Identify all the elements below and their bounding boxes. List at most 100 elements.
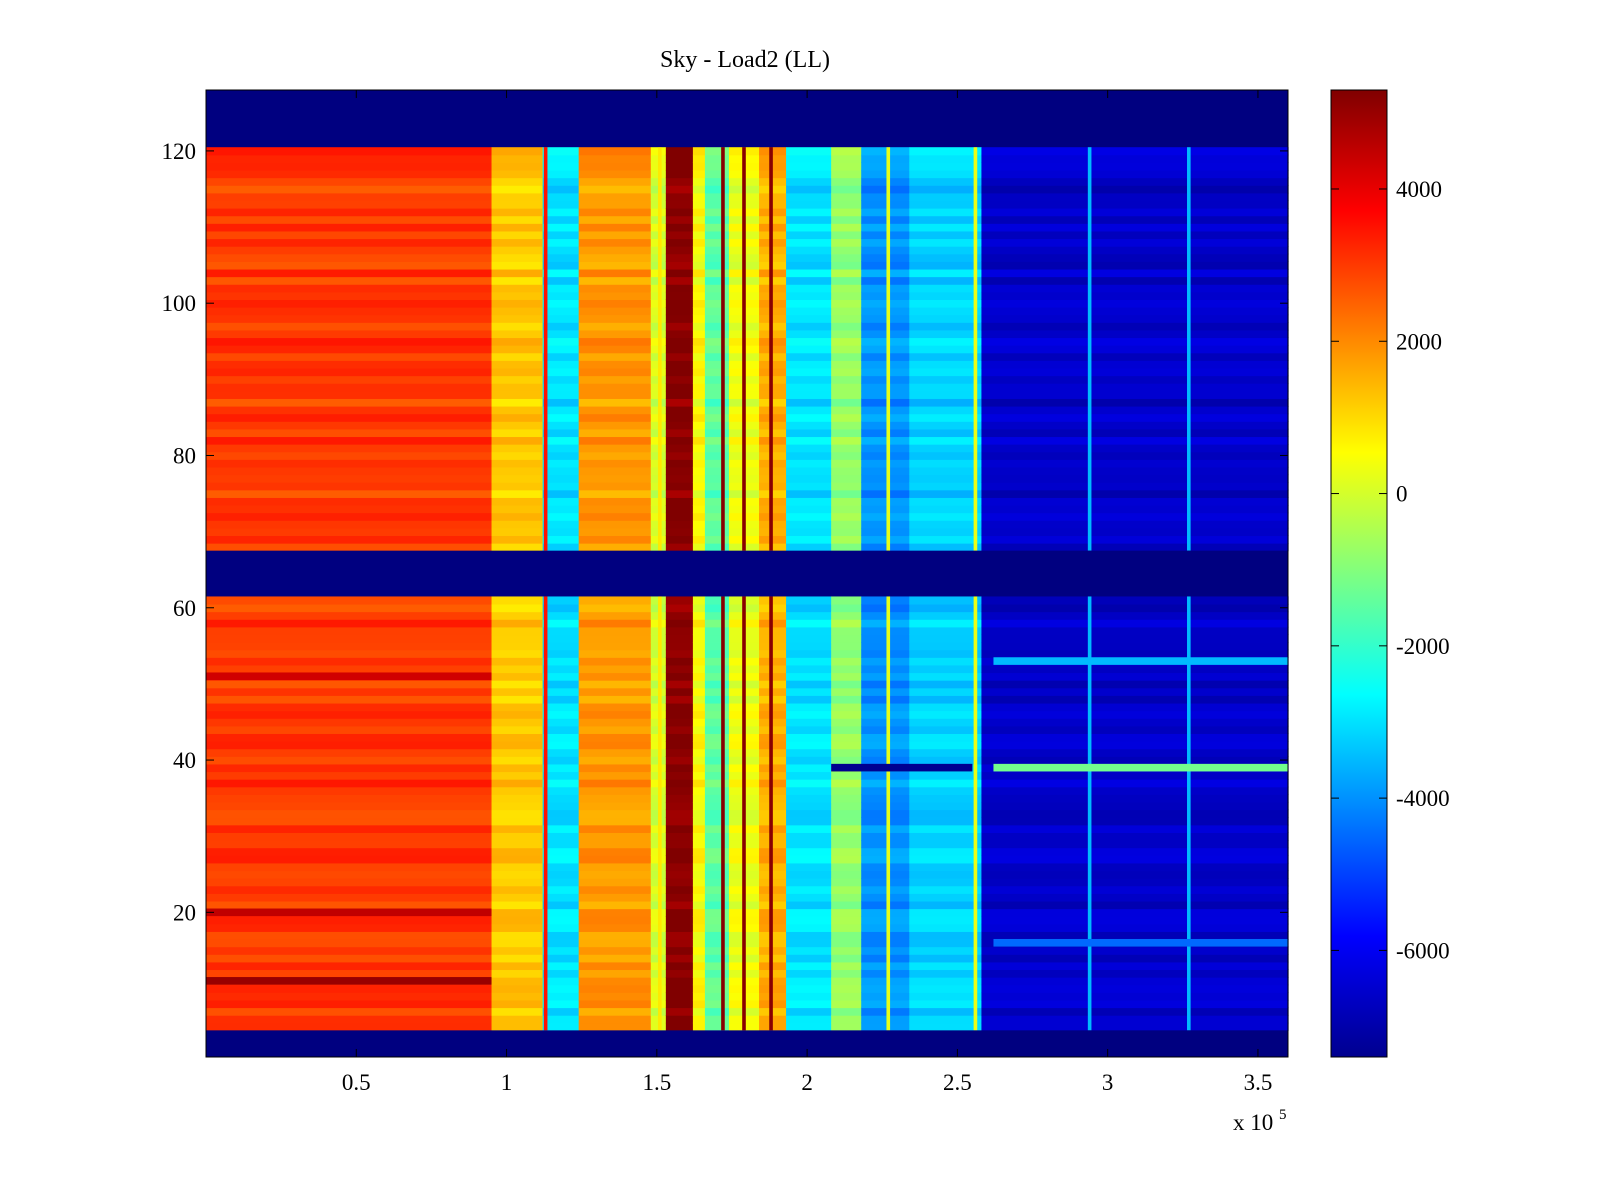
heatmap-cell — [981, 322, 1289, 331]
heatmap-cell — [831, 946, 862, 955]
heatmap-cell — [206, 504, 493, 514]
heatmap-cell — [542, 154, 580, 163]
heatmap-cell — [704, 634, 730, 643]
heatmap-cell — [692, 360, 706, 369]
heatmap-cell — [542, 352, 580, 361]
heatmap-cell — [692, 268, 706, 278]
heatmap-cell — [692, 482, 706, 491]
heatmap-cell — [578, 672, 652, 681]
heatmap-cell — [909, 299, 983, 308]
heatmap-cell — [831, 992, 862, 1001]
heatmap-cell — [786, 596, 832, 605]
heatmap-cell — [665, 702, 694, 712]
heatmap-cell — [206, 299, 493, 308]
heatmap-cell — [704, 999, 730, 1009]
heatmap-cell — [542, 756, 580, 765]
heatmap-cell — [206, 794, 493, 803]
heatmap-cell — [786, 322, 832, 331]
heatmap-column-stripe — [1087, 147, 1092, 551]
heatmap-cell — [704, 512, 730, 521]
heatmap-cell — [578, 268, 652, 278]
heatmap-cell — [861, 1007, 910, 1016]
heatmap-cell — [665, 718, 694, 727]
heatmap-cell — [861, 527, 910, 537]
heatmap-cell — [542, 284, 580, 293]
heatmap-cell — [786, 482, 832, 491]
heatmap-cell — [491, 999, 544, 1009]
heatmap-cell — [909, 291, 983, 300]
heatmap-cell — [831, 466, 862, 476]
heatmap-cell — [491, 938, 544, 948]
heatmap-cell — [861, 436, 910, 445]
heatmap-cell — [831, 1015, 862, 1024]
heatmap-cell — [786, 375, 832, 384]
heatmap-cell — [909, 527, 983, 537]
heatmap-cell — [704, 185, 730, 194]
heatmap-cell — [909, 154, 983, 163]
heatmap-cell — [542, 878, 580, 887]
heatmap-cell — [786, 162, 832, 171]
heatmap-column-stripe — [1187, 596, 1191, 1031]
y-tick-label: 60 — [173, 596, 196, 621]
heatmap-cell — [786, 436, 832, 445]
heatmap-cell — [786, 969, 832, 978]
heatmap-cell — [831, 801, 862, 811]
heatmap-cell — [578, 497, 652, 506]
heatmap-cell — [491, 535, 544, 544]
heatmap-cell — [861, 680, 910, 689]
heatmap-cell — [704, 809, 730, 818]
heatmap-cell — [786, 185, 832, 194]
heatmap-cell — [542, 938, 580, 948]
heatmap-cell — [542, 969, 580, 978]
heatmap-cell — [861, 672, 910, 681]
heatmap-cell — [981, 786, 1289, 795]
heatmap-cell — [831, 383, 862, 392]
heatmap-cell — [578, 474, 652, 483]
heatmap-cell — [861, 954, 910, 963]
heatmap-cell — [578, 626, 652, 636]
heatmap-cell — [491, 664, 544, 674]
heatmap-cell — [491, 878, 544, 887]
heatmap-cell — [981, 314, 1289, 323]
heatmap-cell — [981, 451, 1289, 460]
heatmap-cell — [578, 459, 652, 468]
heatmap-cell — [491, 763, 544, 773]
heatmap-cell — [206, 383, 493, 392]
heatmap-cell — [861, 824, 910, 833]
heatmap-cell — [491, 840, 544, 849]
heatmap-cell — [491, 284, 544, 293]
x-axis-multiplier-base: x 10 — [1233, 1110, 1273, 1135]
heatmap-cell — [665, 817, 694, 826]
heatmap-cell — [491, 710, 544, 719]
heatmap-cell — [909, 741, 983, 750]
heatmap-cell — [578, 276, 652, 285]
heatmap-cell — [981, 893, 1289, 902]
heatmap-cell — [491, 969, 544, 978]
heatmap-cell — [909, 695, 983, 704]
heatmap-cell — [861, 504, 910, 514]
heatmap-cell — [981, 337, 1289, 346]
heatmap-cell — [704, 169, 730, 179]
heatmap-column-stripe — [886, 596, 891, 1031]
heatmap-cell — [665, 649, 694, 658]
heatmap-column-stripe — [886, 147, 891, 551]
heatmap-cell — [786, 497, 832, 506]
heatmap-cell — [909, 261, 983, 270]
heatmap-cell — [692, 649, 706, 658]
heatmap-cell — [981, 847, 1289, 856]
heatmap-cell — [909, 992, 983, 1001]
heatmap-cell — [704, 413, 730, 422]
heatmap-cell — [981, 885, 1289, 894]
heatmap-cell — [692, 428, 706, 438]
heatmap-cell — [206, 421, 493, 430]
heatmap-cell — [861, 733, 910, 742]
heatmap-cell — [665, 474, 694, 483]
heatmap-cell — [665, 177, 694, 186]
heatmap-cell — [542, 230, 580, 240]
heatmap-cell — [981, 1007, 1289, 1016]
heatmap-cell — [786, 763, 832, 773]
heatmap-cell — [861, 916, 910, 925]
heatmap-cell — [665, 885, 694, 894]
heatmap-cell — [692, 413, 706, 422]
